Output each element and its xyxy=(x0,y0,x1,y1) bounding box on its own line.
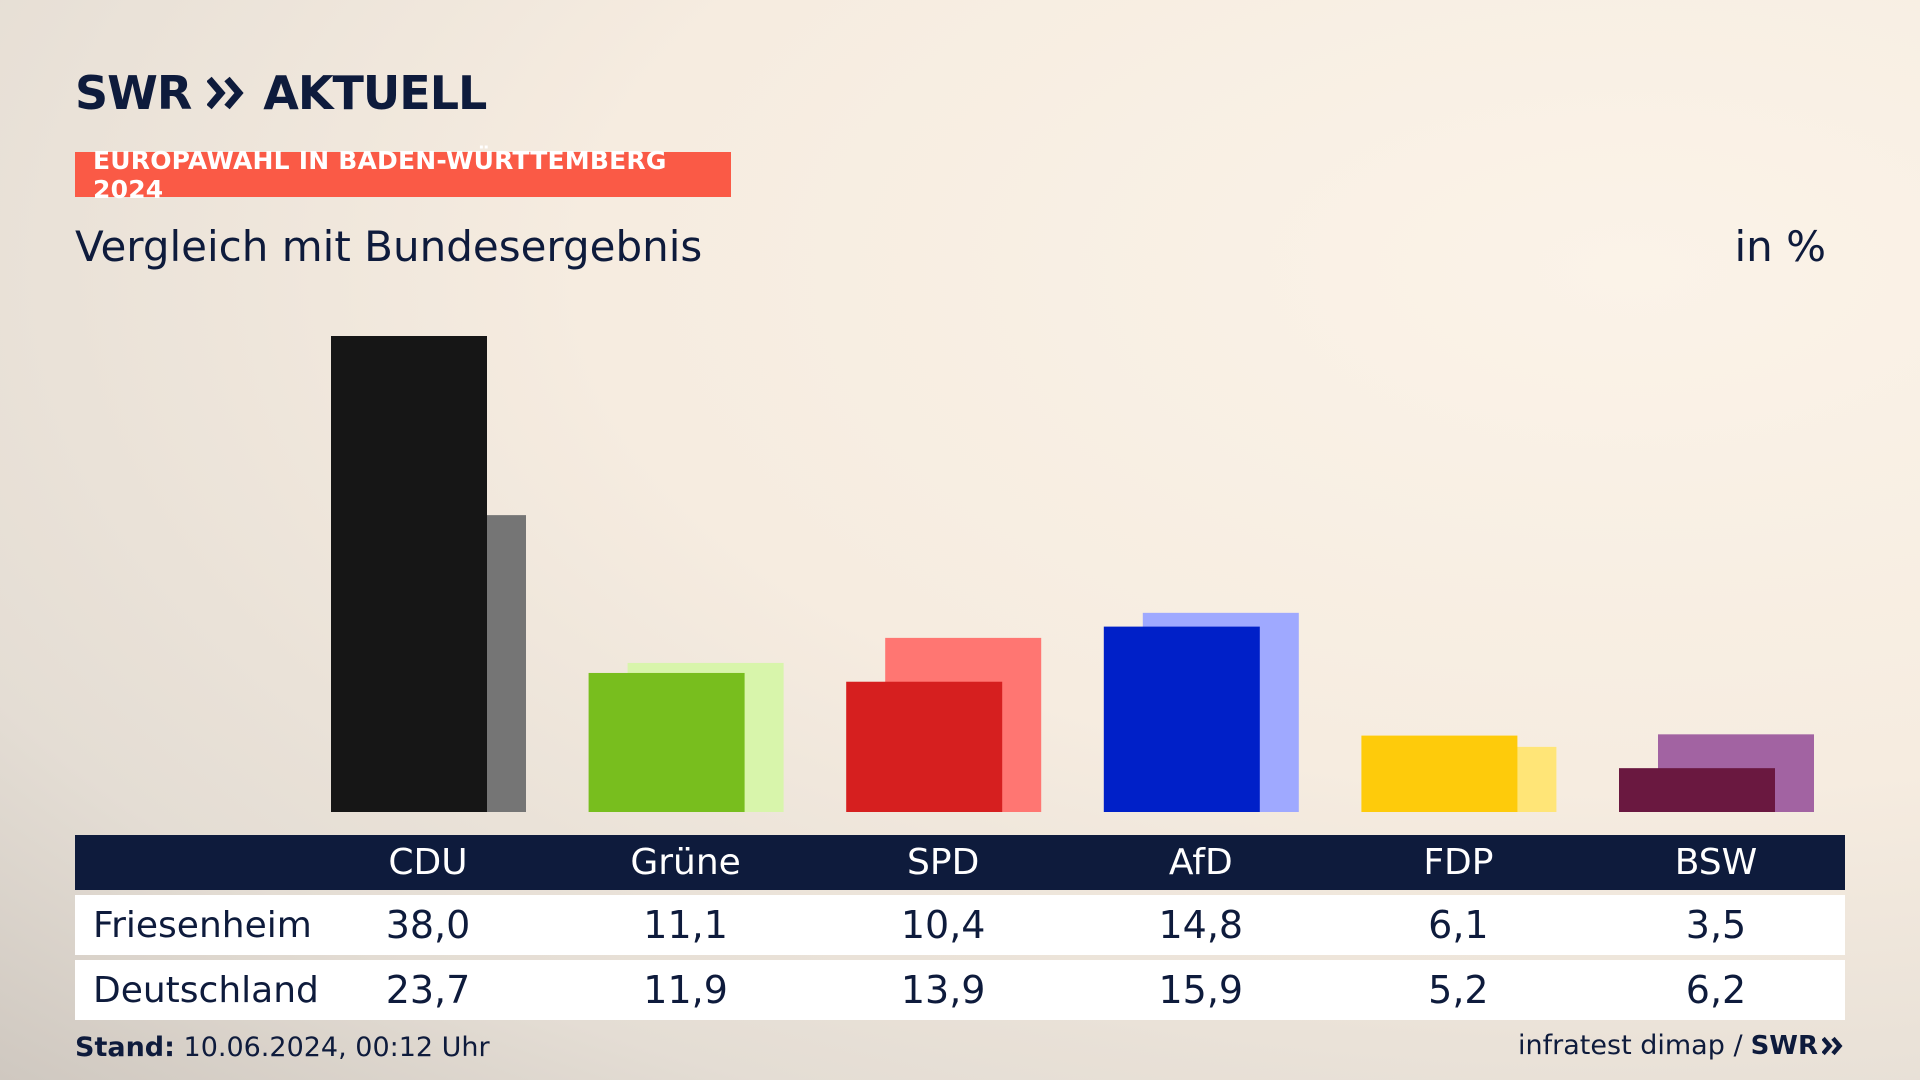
source-text: infratest dimap / xyxy=(1518,1030,1743,1061)
column-header-cdu: CDU xyxy=(388,842,468,883)
table-cell-value: 5,2 xyxy=(1428,968,1489,1012)
table-row-friesenheim: Friesenheim 38,0 11,1 10,4 14,8 6,1 3,5 xyxy=(75,895,1845,955)
stand-label: Stand: xyxy=(75,1032,175,1063)
row-label: Friesenheim xyxy=(93,904,312,946)
table-cell-value: 10,4 xyxy=(900,903,986,947)
row-label: Deutschland xyxy=(93,969,319,1011)
logo-swr-text: SWR xyxy=(75,66,192,120)
stand-value: 10.06.2024, 00:12 Uhr xyxy=(183,1032,490,1063)
bar-deutschland-bsw xyxy=(1658,734,1814,812)
bar-deutschland-cdu xyxy=(370,515,526,812)
logo-aktuell-text: AKTUELL xyxy=(263,66,487,120)
bar-friesenheim-bsw xyxy=(1619,768,1775,812)
table-cell-value: 11,1 xyxy=(643,903,728,947)
column-header-bsw: BSW xyxy=(1674,842,1758,883)
bar-deutschland-spd xyxy=(885,637,1042,812)
table-row-deutschland: Deutschland 23,7 11,9 13,9 15,9 5,2 6,2 xyxy=(75,960,1845,1020)
table-cell-value: 13,9 xyxy=(900,968,986,1012)
table-cell-value: 15,9 xyxy=(1158,968,1244,1012)
table-cell-value: 11,9 xyxy=(643,968,728,1012)
bar-friesenheim-cdu xyxy=(331,336,487,812)
bar-friesenheim-spd xyxy=(846,681,1003,812)
bar-friesenheim-fdp xyxy=(1361,735,1518,812)
unit-label: in % xyxy=(1734,222,1826,271)
bar-deutschland-fdp xyxy=(1400,746,1557,812)
swr-aktuell-logo: SWR AKTUELL xyxy=(75,66,487,120)
footer-swr-logo: SWR xyxy=(1751,1031,1844,1061)
table-cell-value: 38,0 xyxy=(385,903,471,947)
table-cell-value: 6,2 xyxy=(1685,968,1747,1012)
footer-swr-text: SWR xyxy=(1750,1030,1818,1061)
table-cell-value: 14,8 xyxy=(1158,903,1244,947)
bar-deutschland-grüne xyxy=(627,662,784,812)
table-cell-value: 23,7 xyxy=(385,968,471,1012)
stand-info: Stand: 10.06.2024, 00:12 Uhr xyxy=(75,1032,490,1063)
chart-subtitle: Vergleich mit Bundesergebnis xyxy=(75,222,703,271)
column-header-grüne: Grüne xyxy=(630,842,741,883)
source-info: infratest dimap / SWR xyxy=(1518,1030,1844,1061)
results-table: CDU Grüne SPD AfD FDP BSW Friesenheim 38,0 11,… xyxy=(75,835,1845,1020)
table-cell-value: 6,1 xyxy=(1428,903,1489,947)
election-badge: EUROPAWAHL IN BADEN-WÜRTTEMBERG 2024 xyxy=(75,146,731,204)
column-header-spd: SPD xyxy=(907,842,980,883)
bar-friesenheim-grüne xyxy=(588,672,745,812)
bar-friesenheim-afd xyxy=(1103,626,1260,812)
table-cell-value: 3,5 xyxy=(1685,903,1747,947)
table-header-row: CDU Grüne SPD AfD FDP BSW xyxy=(75,835,1845,890)
column-header-afd: AfD xyxy=(1168,842,1233,883)
double-chevron-icon xyxy=(207,76,244,110)
column-header-fdp: FDP xyxy=(1423,842,1494,883)
bar-deutschland-afd xyxy=(1142,612,1299,812)
double-chevron-icon xyxy=(1822,1036,1843,1055)
